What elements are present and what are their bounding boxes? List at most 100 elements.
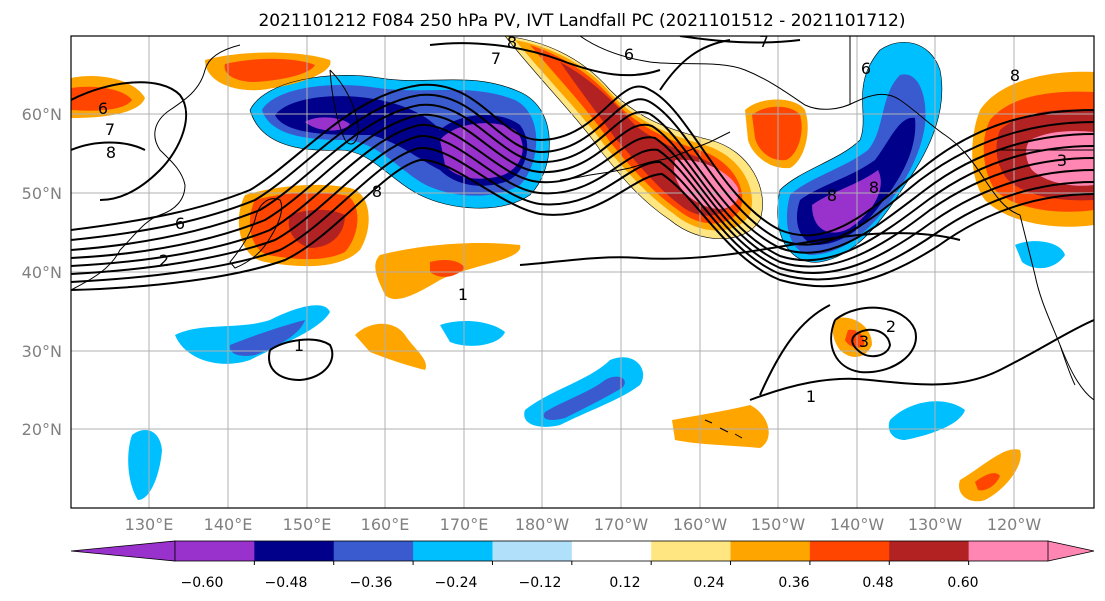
colorbar-segment: [889, 541, 970, 561]
coast-japan: [229, 198, 283, 269]
contour-label: 7: [105, 120, 115, 139]
colorbar: [70, 540, 1095, 565]
pos-anomaly-westcoast-peak: [1026, 130, 1094, 186]
contour-alaska-cap: [679, 36, 801, 44]
contour-labels: 6 7 8 7 6 8 6 7 8 6 2 8 1 1 2 3 1 8 8 3: [98, 32, 1067, 406]
lon-label: 140°W: [830, 515, 885, 534]
contour-top-mid: [429, 42, 661, 77]
neg-anomaly-15n-west: [128, 430, 162, 500]
colorbar-extend-low: [70, 540, 176, 562]
neg-anomaly-30n-west-core: [229, 320, 305, 356]
shading-outlines: [249, 36, 943, 263]
lon-label: 130°W: [908, 515, 963, 534]
colorbar-segment: [651, 541, 732, 561]
coast-asia: [71, 44, 241, 291]
coast-alaska: [579, 36, 1021, 216]
lat-label: 20°N: [22, 420, 62, 439]
neg-anomaly-35n-east: [1015, 241, 1065, 269]
coast-na-west: [1019, 214, 1094, 401]
colorbar-tick-label: −0.36: [350, 575, 393, 591]
lon-label: 120°W: [987, 515, 1042, 534]
lon-label: 140°E: [204, 515, 253, 534]
colorbar-frame: [174, 540, 1049, 562]
pv-shading: [71, 36, 1094, 502]
colorbar-segment: [809, 541, 890, 561]
contour-label: 7: [491, 49, 501, 68]
contour-label: 3: [1057, 151, 1067, 170]
colorbar-segment: [175, 541, 255, 561]
contour-label: 2: [159, 251, 169, 270]
longitude-labels: 130°E 140°E 150°E 160°E 170°E 180°W 170°…: [125, 515, 1042, 534]
pv-contours: [71, 36, 1094, 401]
contour-label: 8: [869, 178, 879, 197]
colorbar-segment: [730, 541, 811, 561]
contour-label: 1: [294, 336, 304, 355]
neg-anomaly-30n-west: [175, 305, 330, 364]
colorbar-tick-label: 0.48: [862, 575, 893, 591]
colorbar-tick-label: 0.36: [778, 575, 809, 591]
coast-kamchatka: [329, 69, 359, 145]
contour-label: 6: [624, 45, 634, 64]
pos-anomaly-bering-peak: [674, 159, 739, 209]
coast-hawaii: [704, 419, 743, 439]
contour-bering-cap: [659, 39, 731, 91]
lon-label: 150°W: [751, 515, 806, 534]
colorbar-segment: [254, 541, 335, 561]
lon-label: 170°E: [440, 515, 489, 534]
pos-anomaly-kamchatka-n-core: [224, 58, 315, 82]
neg-anomaly-kamchatka-peak: [440, 123, 523, 179]
lon-label: 130°E: [125, 515, 174, 534]
contour-label: 2: [886, 317, 896, 336]
contour-label: 1: [806, 387, 816, 406]
map-panel: 6 7 8 7 6 8 6 7 8 6 2 8 1 1 2 3 1 8 8 3: [71, 32, 1094, 508]
neg-anomaly-gulf-alaska-peak: [812, 170, 881, 233]
contour-40n-long: [519, 232, 961, 266]
contour-30n-east-inner: [851, 328, 892, 358]
colorbar-tick-label: 0.12: [609, 575, 640, 591]
contour-label: 8: [1010, 66, 1020, 85]
map-frame: [70, 35, 1095, 509]
neg-anomaly-30n-central: [440, 320, 505, 346]
contour-30n-west: [268, 338, 334, 382]
contour-30n-mid: [759, 304, 831, 396]
lat-label: 60°N: [22, 105, 62, 124]
colorbar-tick-label: −0.60: [181, 575, 224, 591]
contour-label: 6: [861, 59, 871, 78]
lon-label: 180°W: [515, 515, 570, 534]
contour-25n-east: [749, 319, 1094, 401]
colorbar-extend-high: [1047, 540, 1095, 562]
colorbar-segment: [413, 541, 493, 561]
coast-baja: [1059, 344, 1076, 386]
colorbar-tick-label: 0.60: [947, 575, 978, 591]
contour-30n-east-ring: [830, 306, 917, 374]
colorbar-segment: [968, 541, 1049, 561]
pos-anomaly-central-1-core: [430, 260, 465, 277]
neg-anomaly-20n-central-core: [543, 376, 625, 420]
lon-label: 160°W: [673, 515, 728, 534]
contour-label: 3: [859, 332, 869, 351]
contour-label: 8: [372, 182, 382, 201]
pos-anomaly-35n-east-core: [845, 329, 865, 348]
colorbar-tick-labels: −0.60 −0.48 −0.36 −0.24 −0.12 0.12 0.24 …: [181, 575, 979, 591]
graticule: [71, 36, 1094, 508]
pos-anomaly-goa-small-core: [752, 106, 802, 161]
colorbar-tick-label: −0.12: [519, 575, 562, 591]
lon-label: 170°W: [594, 515, 649, 534]
lat-label: 30°N: [22, 342, 62, 361]
contour-label: 8: [827, 186, 837, 205]
colorbar-tick-label: −0.24: [435, 575, 478, 591]
contour-label: 1: [458, 285, 468, 304]
contour-label: 8: [507, 33, 517, 52]
lat-label: 50°N: [22, 184, 62, 203]
colorbar-segment: [333, 541, 414, 561]
pos-anomaly-15n-east-core: [975, 473, 1000, 491]
contour-label: 7: [759, 32, 769, 51]
lon-label: 150°E: [283, 515, 332, 534]
contour-nw-ring: [71, 81, 188, 201]
contour-label: 6: [175, 214, 185, 233]
neg-anomaly-20n-east: [888, 401, 965, 440]
lon-label: 160°E: [361, 515, 410, 534]
latitude-labels: 60°N 50°N 40°N 30°N 20°N: [22, 105, 62, 439]
lat-label: 40°N: [22, 263, 62, 282]
